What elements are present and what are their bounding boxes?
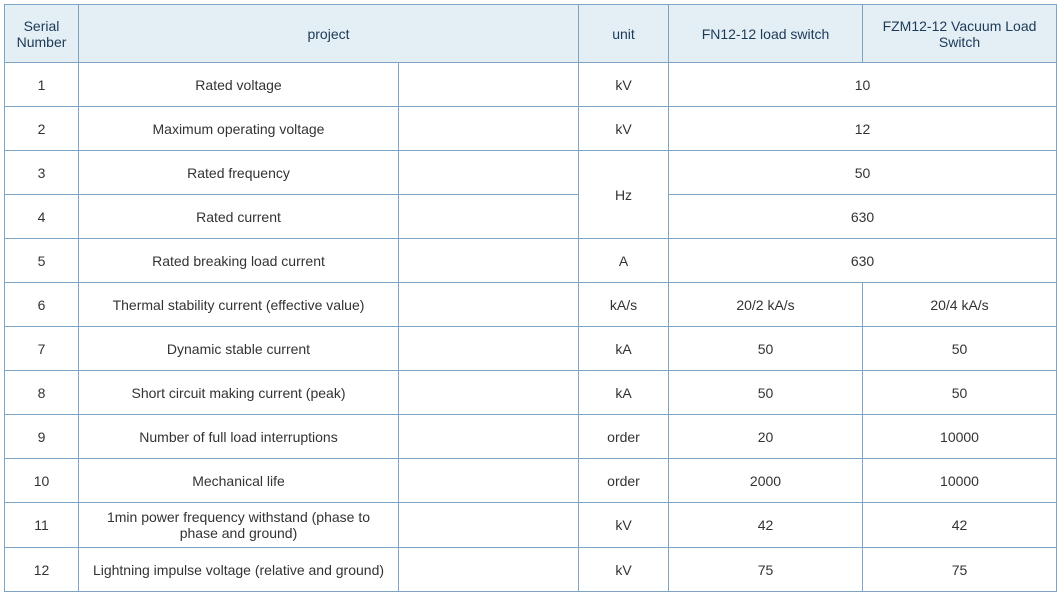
cell-value-fzm: 50 [863,371,1057,415]
spec-table: Serial Number project unit FN12-12 load … [4,4,1057,592]
cell-serial: 3 [5,151,79,195]
cell-value-fn: 20/2 kA/s [669,283,863,327]
cell-value-merged: 50 [669,151,1057,195]
table-row: 3 Rated frequency Hz 50 [5,151,1057,195]
header-row: Serial Number project unit FN12-12 load … [5,5,1057,63]
table-row: 9 Number of full load interruptions orde… [5,415,1057,459]
cell-unit: kV [579,107,669,151]
cell-unit: A [579,239,669,283]
table-row: 5 Rated breaking load current A 630 [5,239,1057,283]
cell-project: Rated breaking load current [79,239,399,283]
cell-serial: 12 [5,548,79,592]
cell-serial: 5 [5,239,79,283]
table-row: 4 Rated current 630 [5,195,1057,239]
cell-serial: 7 [5,327,79,371]
cell-project-sub [399,151,579,195]
cell-serial: 10 [5,459,79,503]
cell-project: Lightning impulse voltage (relative and … [79,548,399,592]
table-row: 10 Mechanical life order 2000 10000 [5,459,1057,503]
cell-value-fzm: 10000 [863,415,1057,459]
cell-project-sub [399,283,579,327]
table-row: 7 Dynamic stable current kA 50 50 [5,327,1057,371]
table-row: 8 Short circuit making current (peak) kA… [5,371,1057,415]
cell-project-sub [399,548,579,592]
table-row: 2 Maximum operating voltage kV 12 [5,107,1057,151]
cell-unit: kV [579,63,669,107]
cell-value-fn: 20 [669,415,863,459]
cell-project-sub [399,63,579,107]
table-row: 12 Lightning impulse voltage (relative a… [5,548,1057,592]
cell-unit: kA [579,371,669,415]
cell-value-fn: 50 [669,371,863,415]
cell-unit: order [579,459,669,503]
cell-project-sub [399,503,579,548]
cell-project: Short circuit making current (peak) [79,371,399,415]
cell-project: Maximum operating voltage [79,107,399,151]
cell-value-fzm: 10000 [863,459,1057,503]
cell-serial: 6 [5,283,79,327]
cell-serial: 4 [5,195,79,239]
table-row: 1 Rated voltage kV 10 [5,63,1057,107]
cell-project: Thermal stability current (effective val… [79,283,399,327]
cell-value-fn: 42 [669,503,863,548]
cell-value-fzm: 75 [863,548,1057,592]
table-row: 6 Thermal stability current (effective v… [5,283,1057,327]
cell-serial: 8 [5,371,79,415]
cell-value-fn: 75 [669,548,863,592]
cell-project: Mechanical life [79,459,399,503]
cell-value-merged: 630 [669,239,1057,283]
cell-project: 1min power frequency withstand (phase to… [79,503,399,548]
cell-value-fzm: 50 [863,327,1057,371]
cell-unit: kV [579,548,669,592]
cell-serial: 2 [5,107,79,151]
cell-serial: 1 [5,63,79,107]
cell-value-fn: 50 [669,327,863,371]
cell-serial: 11 [5,503,79,548]
cell-value-merged: 630 [669,195,1057,239]
col-header-fzm: FZM12-12 Vacuum Load Switch [863,5,1057,63]
cell-unit-merged: Hz [579,151,669,239]
cell-project-sub [399,459,579,503]
table-row: 11 1min power frequency withstand (phase… [5,503,1057,548]
cell-unit: kV [579,503,669,548]
cell-value-fzm: 42 [863,503,1057,548]
col-header-project: project [79,5,579,63]
col-header-unit: unit [579,5,669,63]
col-header-serial: Serial Number [5,5,79,63]
cell-unit: order [579,415,669,459]
cell-project-sub [399,107,579,151]
cell-project-sub [399,415,579,459]
cell-project-sub [399,371,579,415]
cell-project-sub [399,195,579,239]
cell-unit: kA/s [579,283,669,327]
col-header-fn: FN12-12 load switch [669,5,863,63]
cell-value-fn: 2000 [669,459,863,503]
cell-value-fzm: 20/4 kA/s [863,283,1057,327]
cell-value-merged: 12 [669,107,1057,151]
cell-unit: kA [579,327,669,371]
cell-project-sub [399,239,579,283]
cell-project: Rated voltage [79,63,399,107]
cell-project-sub [399,327,579,371]
cell-value-merged: 10 [669,63,1057,107]
cell-project: Rated current [79,195,399,239]
cell-project: Number of full load interruptions [79,415,399,459]
cell-project: Dynamic stable current [79,327,399,371]
cell-project: Rated frequency [79,151,399,195]
cell-serial: 9 [5,415,79,459]
